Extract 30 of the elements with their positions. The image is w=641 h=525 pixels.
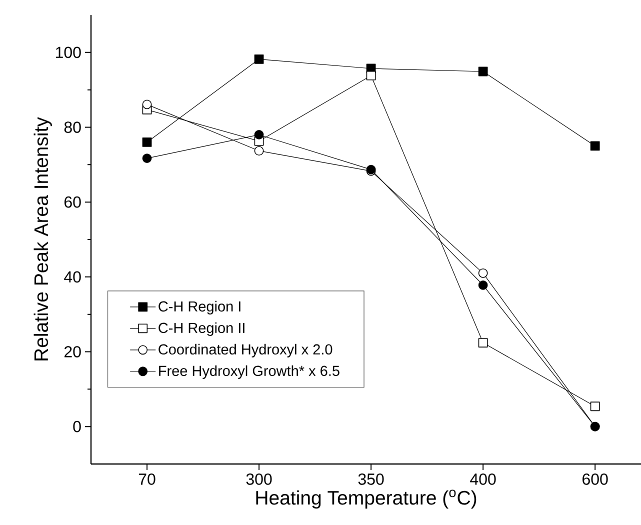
point bbox=[142, 154, 152, 163]
legend-label: Free Hydroxyl Growth* x 6.5 bbox=[159, 365, 340, 379]
x-tick-label: 400 bbox=[470, 474, 496, 485]
y-axis-title: Relative Peak Area Intensity bbox=[34, 117, 52, 360]
point bbox=[254, 130, 264, 140]
legend-label: C-H Region II bbox=[158, 322, 244, 336]
point bbox=[366, 70, 376, 80]
x-tick-label: 600 bbox=[582, 474, 608, 485]
point bbox=[590, 141, 600, 151]
x-tick-label: 70 bbox=[138, 474, 156, 485]
y-tick-label: 80 bbox=[64, 122, 81, 133]
legend-label: C-H Region I bbox=[158, 300, 240, 314]
point bbox=[478, 268, 488, 278]
x-axis-title: Heating Temperature ($^{o}$C) bbox=[256, 490, 476, 509]
point bbox=[142, 100, 152, 110]
x-tick-label: 350 bbox=[358, 474, 384, 485]
point bbox=[478, 280, 488, 290]
y-tick-label: 60 bbox=[64, 196, 81, 208]
legend-label: Coordinated Hydroxyl x 2.0 bbox=[158, 344, 332, 358]
y-tick-label: 100 bbox=[56, 46, 81, 58]
y-tick-label: 0 bbox=[73, 420, 81, 432]
y-tick-label: 40 bbox=[64, 271, 81, 283]
point bbox=[478, 338, 488, 348]
y-tick-label: 20 bbox=[64, 346, 81, 358]
point bbox=[590, 402, 600, 412]
x-tick-label: 300 bbox=[246, 474, 272, 485]
point bbox=[478, 66, 488, 76]
point bbox=[254, 146, 264, 156]
point bbox=[254, 54, 264, 64]
point bbox=[142, 138, 152, 147]
